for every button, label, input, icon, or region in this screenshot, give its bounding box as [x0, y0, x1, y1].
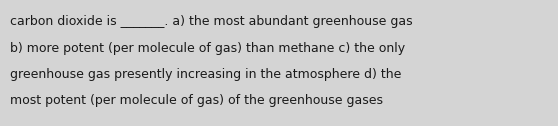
Text: carbon dioxide is _______. a) the most abundant greenhouse gas: carbon dioxide is _______. a) the most a… — [10, 15, 413, 28]
Text: b) more potent (per molecule of gas) than methane c) the only: b) more potent (per molecule of gas) tha… — [10, 42, 405, 55]
Text: most potent (per molecule of gas) of the greenhouse gases: most potent (per molecule of gas) of the… — [10, 94, 383, 107]
Text: greenhouse gas presently increasing in the atmosphere d) the: greenhouse gas presently increasing in t… — [10, 68, 401, 81]
